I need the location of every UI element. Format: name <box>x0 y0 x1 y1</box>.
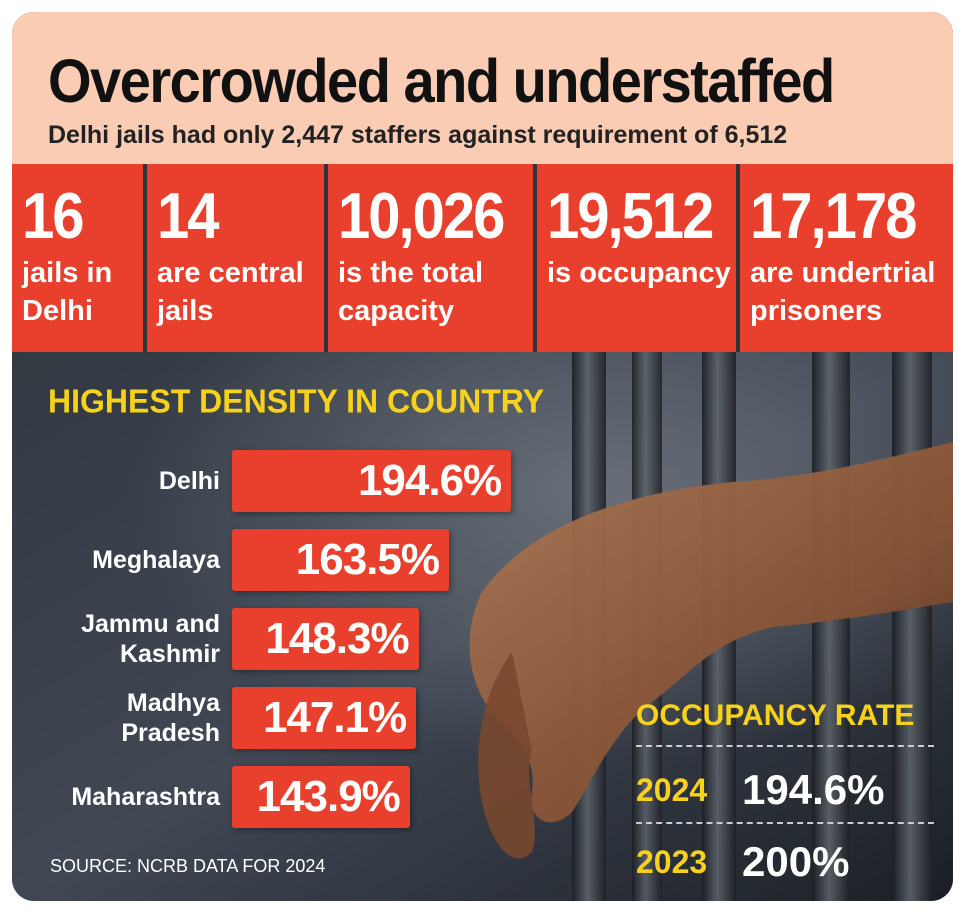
stat-capacity: 10,026 is the total capacity <box>328 164 533 352</box>
occupancy-year-2023: 2023 <box>636 844 708 880</box>
density-bar <box>232 529 449 591</box>
bar-value-label: 147.1% <box>262 693 407 742</box>
stat-number: 17,178 <box>750 179 917 253</box>
page-title: Overcrowded and understaffed <box>48 45 835 116</box>
stat-label: are undertrial prisoners <box>750 257 936 327</box>
header-panel: Overcrowded and understaffed Delhi jails… <box>12 12 953 164</box>
stat-label: is occupancy <box>547 257 731 289</box>
occupancy-value-2024: 194.6% <box>742 766 885 813</box>
stats-row: 16 jails in Delhi 14 are central jails 1… <box>12 164 953 352</box>
density-bar <box>232 608 419 670</box>
density-chart-title: HIGHEST DENSITY IN COUNTRY <box>48 382 545 420</box>
stat-occupancy: 19,512 is occupancy <box>537 164 736 352</box>
bar-category-label: Jammu and Kashmir <box>81 610 220 668</box>
page-subtitle: Delhi jails had only 2,447 staffers agai… <box>48 121 788 149</box>
occupancy-year-2024: 2024 <box>636 772 708 808</box>
bar-category-label: Maharashtra <box>71 783 220 811</box>
bar-value-label: 163.5% <box>295 535 440 584</box>
density-bar <box>232 450 512 512</box>
density-bar <box>232 687 417 749</box>
bar-category-label: Madhya Pradesh <box>121 689 220 747</box>
stat-central-jails: 14 are central jails <box>147 164 324 352</box>
infographic-card: Overcrowded and understaffed Delhi jails… <box>12 12 953 901</box>
occupancy-value-2023: 200% <box>742 838 850 885</box>
occupancy-divider <box>636 822 934 824</box>
bar-value-label: 194.6% <box>357 456 502 505</box>
stat-number: 16 <box>22 179 84 253</box>
bar-value-label: 143.9% <box>256 772 401 821</box>
stat-jails: 16 jails in Delhi <box>12 164 143 352</box>
prison-bars-photo <box>12 352 953 901</box>
stat-label: is the total capacity <box>338 257 484 327</box>
density-bar <box>232 766 410 828</box>
source-note: SOURCE: NCRB DATA FOR 2024 <box>50 856 326 876</box>
stat-number: 14 <box>157 179 219 253</box>
stat-number: 19,512 <box>547 179 714 253</box>
stat-number: 10,026 <box>338 179 505 253</box>
bar-category-label: Delhi <box>158 467 220 495</box>
stat-undertrial: 17,178 are undertrial prisoners <box>740 164 953 352</box>
stat-label: are central jails <box>157 257 304 327</box>
stat-label: jails in Delhi <box>22 257 113 327</box>
occupancy-rate-title: OCCUPANCY RATE <box>636 699 915 732</box>
bar-category-label: Meghalaya <box>92 546 220 574</box>
bar-value-label: 148.3% <box>265 614 409 663</box>
occupancy-divider <box>636 745 934 747</box>
